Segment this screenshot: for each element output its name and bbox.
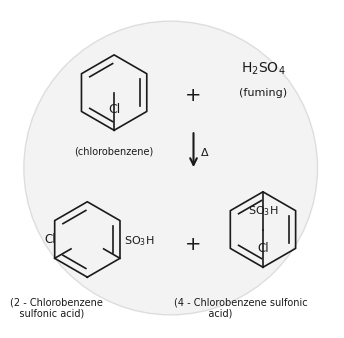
Text: Cl: Cl — [44, 234, 55, 246]
Text: SO$_3$H: SO$_3$H — [248, 204, 278, 218]
Text: (4 - Chlorobenzene sulfonic: (4 - Chlorobenzene sulfonic — [174, 297, 307, 307]
Text: +: + — [185, 86, 202, 105]
Text: (2 - Chlorobenzene: (2 - Chlorobenzene — [10, 297, 103, 307]
Text: (fuming): (fuming) — [239, 88, 287, 98]
Text: sulfonic acid): sulfonic acid) — [10, 309, 84, 319]
Circle shape — [24, 21, 318, 315]
Text: H$_2$SO$_4$: H$_2$SO$_4$ — [241, 61, 285, 77]
Text: Δ: Δ — [201, 148, 208, 158]
Text: (chlorobenzene): (chlorobenzene) — [75, 146, 154, 156]
Text: +: + — [185, 235, 202, 254]
Text: SO$_3$H: SO$_3$H — [124, 235, 154, 248]
Text: Cl: Cl — [257, 242, 269, 255]
Text: Cl: Cl — [108, 103, 120, 116]
Text: acid): acid) — [174, 309, 232, 319]
